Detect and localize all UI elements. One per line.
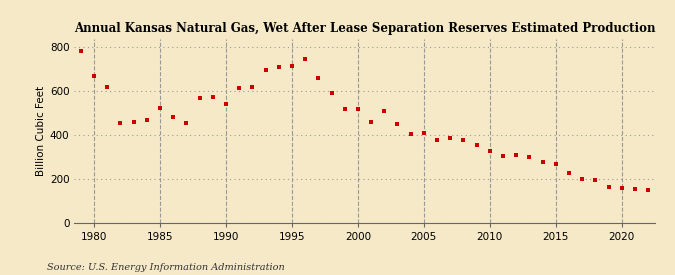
Point bbox=[260, 68, 271, 73]
Point bbox=[405, 132, 416, 136]
Point bbox=[326, 91, 337, 95]
Point bbox=[432, 138, 443, 143]
Point bbox=[221, 102, 232, 106]
Point bbox=[102, 84, 113, 89]
Point bbox=[603, 184, 614, 189]
Point bbox=[379, 109, 389, 113]
Point bbox=[366, 120, 377, 124]
Point bbox=[313, 76, 324, 81]
Point bbox=[88, 74, 99, 78]
Y-axis label: Billion Cubic Feet: Billion Cubic Feet bbox=[36, 86, 46, 176]
Point bbox=[273, 65, 284, 69]
Point bbox=[471, 143, 482, 147]
Point bbox=[550, 161, 561, 166]
Title: Annual Kansas Natural Gas, Wet After Lease Separation Reserves Estimated Product: Annual Kansas Natural Gas, Wet After Lea… bbox=[74, 21, 655, 35]
Point bbox=[247, 84, 258, 89]
Point bbox=[524, 155, 535, 159]
Point bbox=[418, 131, 429, 136]
Point bbox=[537, 160, 548, 165]
Point bbox=[207, 95, 218, 100]
Point bbox=[340, 106, 350, 111]
Point bbox=[155, 105, 165, 110]
Point bbox=[392, 122, 403, 126]
Point bbox=[511, 153, 522, 157]
Point bbox=[76, 48, 86, 53]
Point bbox=[445, 136, 456, 141]
Point bbox=[643, 188, 653, 192]
Point bbox=[485, 149, 495, 154]
Point bbox=[497, 154, 508, 158]
Point bbox=[234, 86, 244, 90]
Point bbox=[590, 178, 601, 182]
Point bbox=[352, 106, 363, 111]
Text: Source: U.S. Energy Information Administration: Source: U.S. Energy Information Administ… bbox=[47, 263, 285, 272]
Point bbox=[616, 185, 627, 190]
Point bbox=[286, 64, 297, 68]
Point bbox=[142, 117, 153, 122]
Point bbox=[630, 186, 641, 191]
Point bbox=[300, 56, 310, 61]
Point bbox=[128, 120, 139, 124]
Point bbox=[564, 171, 574, 176]
Point bbox=[194, 96, 205, 100]
Point bbox=[576, 177, 587, 181]
Point bbox=[168, 115, 179, 120]
Point bbox=[181, 121, 192, 125]
Point bbox=[115, 121, 126, 125]
Point bbox=[458, 138, 469, 143]
